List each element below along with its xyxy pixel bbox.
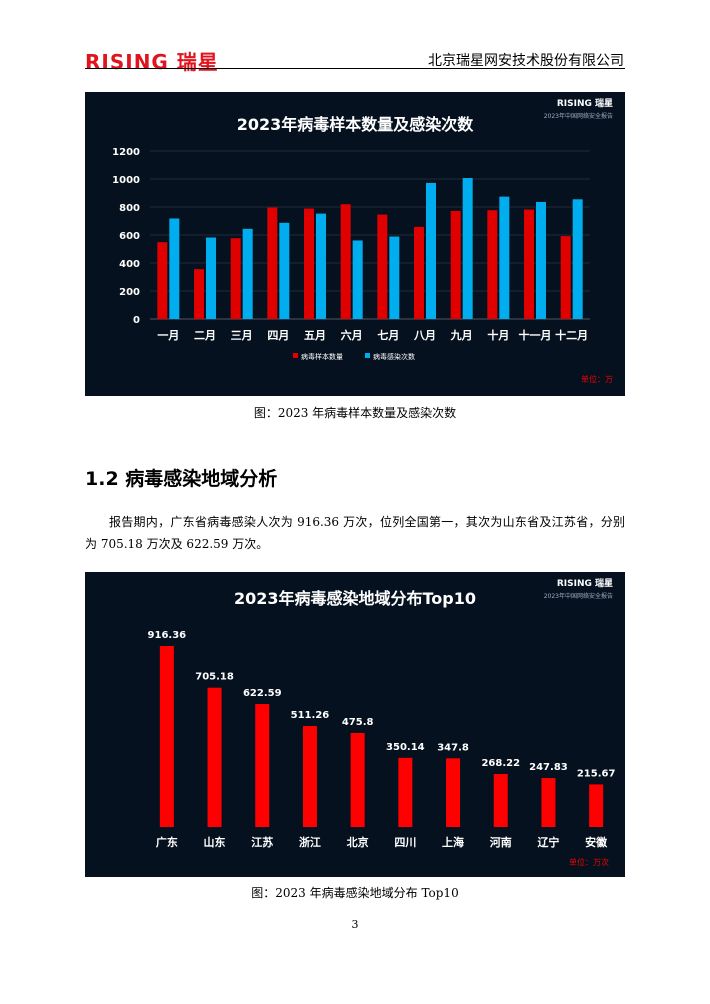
bar-region: [589, 784, 604, 827]
chart-title: 2023年病毒样本数量及感染次数: [237, 115, 475, 134]
bar-infections: [536, 201, 546, 319]
x-tick-label: 广东: [156, 835, 178, 849]
bar-region: [493, 774, 508, 827]
x-tick-label: 二月: [194, 329, 216, 342]
bar-samples: [157, 242, 168, 319]
data-label: 247.83: [529, 762, 568, 773]
legend-label: 病毒样本数量: [301, 352, 343, 361]
bar-region: [398, 757, 413, 827]
data-label: 268.22: [481, 758, 520, 769]
unit-label: 单位：万: [581, 374, 613, 384]
y-tick-label: 1200: [112, 147, 140, 158]
chart-brand-subtitle: 2023年中国网络安全报告: [544, 112, 613, 120]
x-tick-label: 四川: [394, 836, 416, 849]
bar-infections: [572, 199, 583, 319]
bar-samples: [230, 238, 241, 319]
bar-region: [541, 778, 556, 827]
data-label: 622.59: [243, 688, 282, 699]
x-tick-label: 上海: [442, 835, 464, 849]
y-tick-label: 800: [119, 203, 140, 214]
x-tick-label: 北京: [347, 835, 369, 849]
bar-samples: [450, 210, 461, 319]
bar-infections: [499, 196, 510, 319]
bar-samples: [194, 269, 204, 319]
x-tick-label: 河南: [490, 835, 512, 849]
chart-monthly: RISING 瑞星 2023年中国网络安全报告 2023年病毒样本数量及感染次数 0 2…: [85, 92, 625, 396]
legend-label: 病毒感染次数: [373, 352, 415, 361]
bar-infections: [352, 240, 363, 319]
bar-infections: [279, 222, 290, 319]
y-tick-label: 0: [133, 315, 140, 326]
data-label: 215.67: [577, 768, 616, 779]
y-tick-label: 400: [119, 259, 140, 270]
y-tick-label: 1000: [112, 175, 140, 186]
bar-samples: [340, 204, 351, 319]
bar-infections: [242, 228, 253, 319]
x-tick-label: 九月: [450, 328, 473, 342]
data-label: 475.8: [342, 717, 374, 728]
x-tick-label: 辽宁: [537, 835, 559, 849]
bar-region: [350, 733, 365, 827]
bar-region: [159, 646, 174, 827]
bar-samples: [560, 236, 571, 319]
chart-brand-logo: RISING 瑞星: [557, 97, 613, 109]
section-heading: 1.2 病毒感染地域分析: [85, 468, 278, 490]
x-tick-label: 四月: [267, 329, 289, 342]
unit-label: 单位：万次: [569, 857, 609, 867]
y-tick-label: 600: [119, 231, 140, 242]
bar-samples: [524, 209, 534, 319]
x-tick-label: 六月: [341, 328, 363, 342]
x-tick-label: 十月: [487, 328, 509, 342]
chart2-caption: 图：2023 年病毒感染地域分布 Top10: [251, 886, 459, 900]
chart-title: 2023年病毒感染地域分布Top10: [234, 589, 476, 608]
data-label: 350.14: [386, 742, 425, 753]
data-label: 347.8: [437, 742, 469, 753]
x-tick-label: 江苏: [251, 835, 273, 849]
rising-logo: RISING 瑞星: [85, 50, 219, 74]
bar-infections: [316, 213, 326, 319]
y-tick-label: 200: [119, 287, 140, 298]
bar-samples: [414, 226, 424, 319]
header-divider: [85, 68, 625, 69]
x-tick-label: 五月: [304, 329, 326, 342]
x-tick-label: 十一月: [519, 328, 552, 342]
chart-brand-logo: RISING 瑞星: [557, 577, 613, 589]
chart1-caption: 图：2023 年病毒样本数量及感染次数: [253, 406, 457, 420]
x-tick-label: 七月: [377, 328, 399, 342]
bar-samples: [267, 207, 278, 319]
x-tick-label: 十二月: [555, 328, 588, 342]
legend-swatch: [365, 353, 370, 358]
chart-brand-subtitle: 2023年中国网络安全报告: [544, 592, 613, 600]
bar-region: [207, 687, 222, 827]
x-tick-label: 安徽: [585, 835, 608, 849]
company-name: 北京瑞星网安技术股份有限公司: [428, 53, 624, 69]
x-tick-label: 三月: [231, 329, 253, 342]
bar-samples: [377, 214, 388, 319]
bar-samples: [304, 208, 314, 319]
bar-region: [302, 726, 317, 827]
x-tick-label: 山东: [204, 835, 226, 849]
bar-infections: [426, 182, 436, 319]
bar-infections: [389, 236, 400, 319]
bar-samples: [487, 210, 498, 319]
bar-infections: [206, 237, 216, 319]
bar-region: [255, 704, 270, 827]
legend-swatch: [293, 353, 298, 358]
page-number: 3: [351, 918, 359, 931]
data-label: 511.26: [291, 710, 330, 721]
data-label: 916.36: [148, 630, 187, 641]
bar-infections: [462, 178, 473, 319]
bar-infections: [169, 218, 180, 319]
x-tick-label: 八月: [413, 329, 436, 342]
x-tick-label: 浙江: [299, 835, 321, 849]
bar-region: [446, 758, 461, 827]
data-label: 705.18: [195, 672, 234, 683]
x-tick-label: 一月: [157, 329, 179, 342]
section-paragraph: 报告期内，广东省病毒感染人次为 916.36 万次，位列全国第一，其次为山东省及…: [85, 515, 625, 551]
chart-regions: RISING 瑞星 2023年中国网络安全报告 2023年病毒感染地域分布Top10…: [85, 572, 625, 877]
